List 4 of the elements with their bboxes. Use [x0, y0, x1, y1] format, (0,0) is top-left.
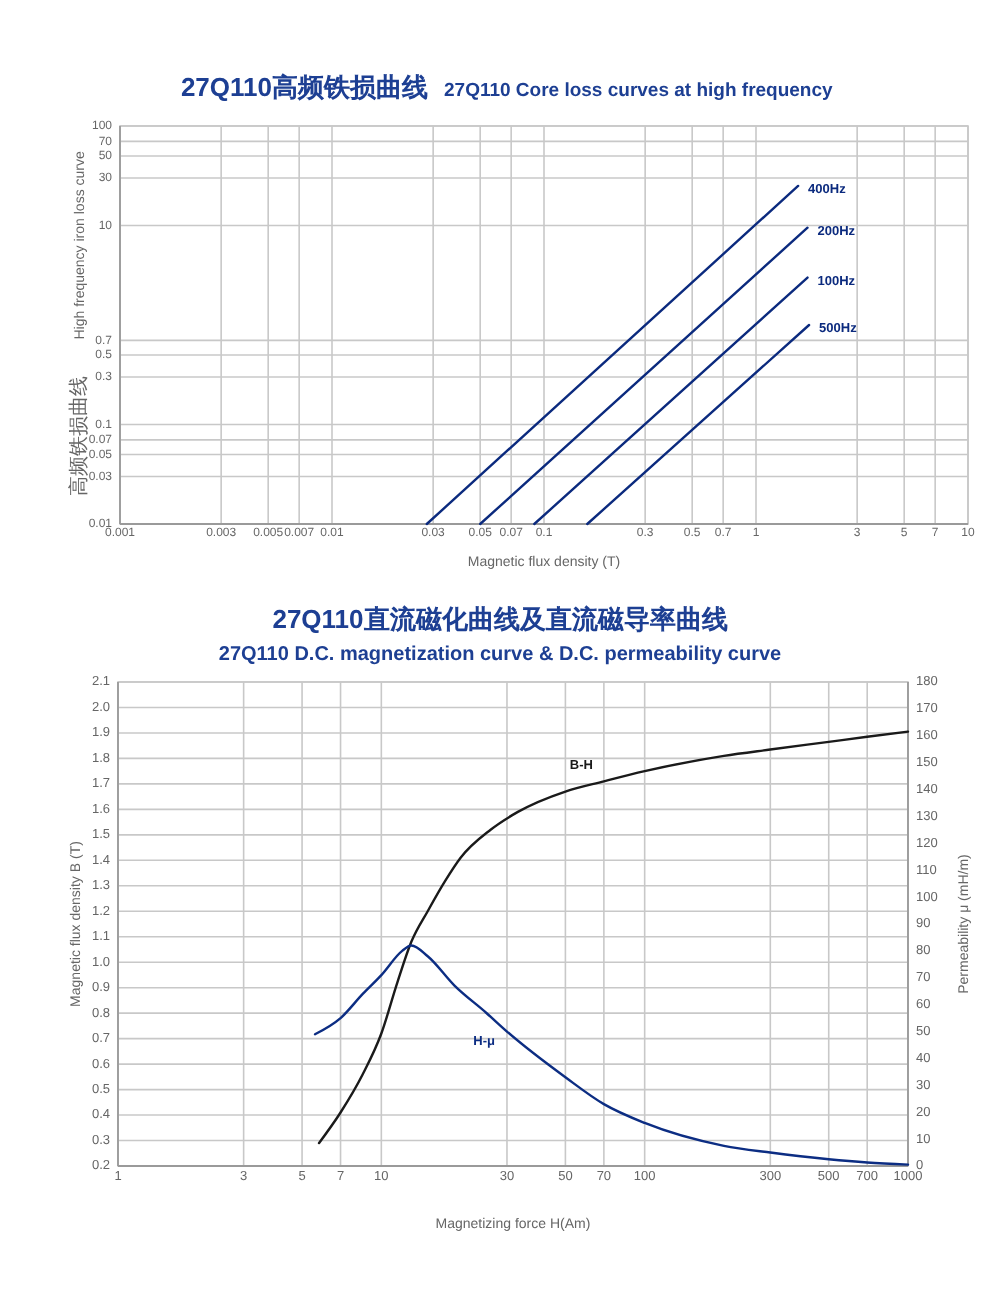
chart-subtitle: 27Q110 D.C. magnetization curve & D.C. permeability curve [218, 644, 783, 666]
chart-subtitle: 27Q110 Core loss curves at high frequency [444, 80, 835, 102]
chart-title: 27Q110高频铁损曲线 [180, 72, 428, 102]
chart-title: 27Q110直流磁化曲线及直流磁导率曲线 [272, 604, 728, 634]
